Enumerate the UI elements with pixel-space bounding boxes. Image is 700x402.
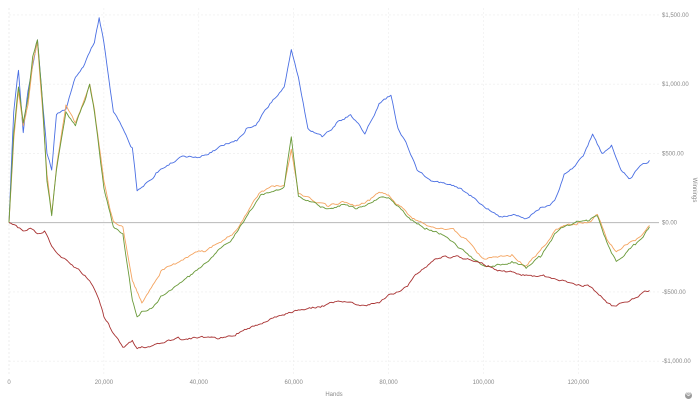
settings-icon[interactable]: ⚙ [685,392,692,399]
x-tick-label: 120,000 [567,380,589,386]
y-tick-label: -$1,000.00 [662,359,691,365]
y-axis-title: Winnings [691,178,697,203]
y-tick-label: -$500.00 [662,290,686,296]
series-line-1 [8,17,650,223]
tick-labels: 0 20,000 40,000 60,000 80,000 100,000 120,000 $… [7,13,691,386]
y-tick-label: $0.00 [662,221,678,227]
x-tick-label: 100,000 [473,380,495,386]
series-line-3 [8,39,650,318]
x-tick-label: 0 [7,380,11,386]
series-line-2 [8,42,650,304]
y-tick-label: $1,000.00 [662,82,689,88]
series-line-4 [8,222,650,350]
grid [8,8,659,375]
x-tick-label: 60,000 [284,380,303,386]
x-tick-label: 40,000 [190,380,209,386]
x-tick-label: 20,000 [95,380,114,386]
y-tick-label: $500.00 [662,151,684,157]
x-tick-label: 80,000 [379,380,398,386]
series-lines [8,17,650,350]
x-axis-title: Hands [325,392,342,398]
y-tick-label: $1,500.00 [662,13,689,19]
